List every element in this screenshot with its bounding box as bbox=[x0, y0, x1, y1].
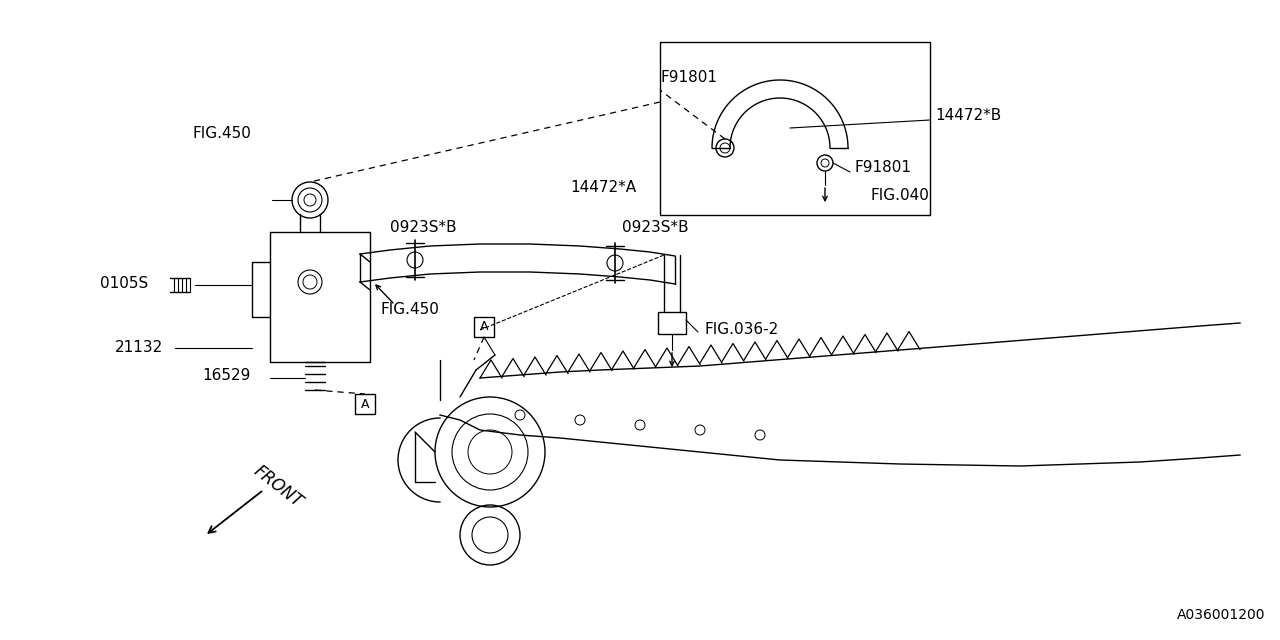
Text: FIG.040: FIG.040 bbox=[870, 189, 929, 204]
Text: 16529: 16529 bbox=[202, 369, 251, 383]
Text: 14472*A: 14472*A bbox=[570, 180, 636, 195]
Text: A036001200: A036001200 bbox=[1176, 608, 1265, 622]
Bar bbox=[474, 317, 494, 337]
Text: 0923S*B: 0923S*B bbox=[390, 221, 457, 236]
Text: FRONT: FRONT bbox=[250, 463, 306, 511]
Text: F91801: F91801 bbox=[660, 70, 717, 86]
Text: A: A bbox=[480, 321, 488, 333]
Text: FIG.450: FIG.450 bbox=[380, 303, 439, 317]
Text: F91801: F91801 bbox=[855, 161, 911, 175]
Bar bbox=[355, 394, 375, 414]
Text: A: A bbox=[361, 397, 369, 410]
Text: 0105S: 0105S bbox=[100, 275, 148, 291]
Bar bbox=[658, 312, 686, 334]
Text: 0923S*B: 0923S*B bbox=[622, 221, 689, 236]
Text: FIG.450: FIG.450 bbox=[192, 127, 251, 141]
Text: 14472*B: 14472*B bbox=[934, 108, 1001, 122]
Text: 21132: 21132 bbox=[115, 340, 164, 355]
Text: FIG.036-2: FIG.036-2 bbox=[705, 323, 780, 337]
